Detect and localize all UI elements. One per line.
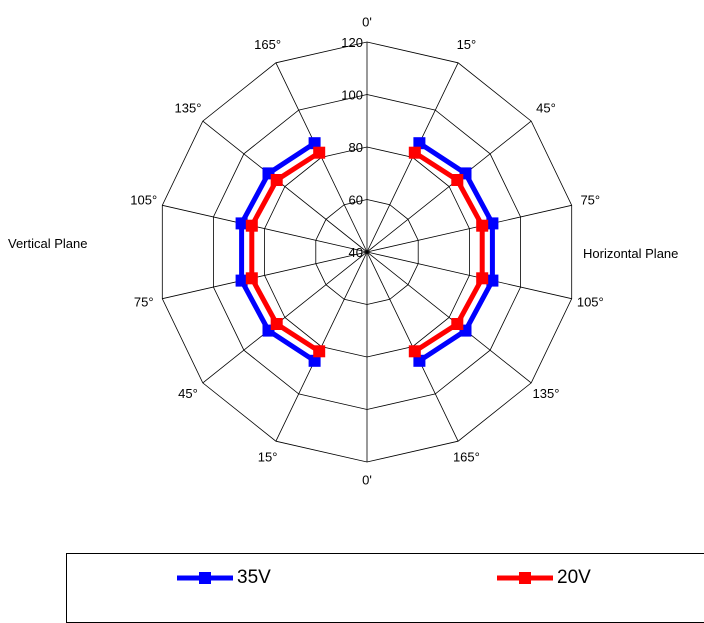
point-20v-9 <box>270 318 283 330</box>
vertical-plane-label: Vertical Plane <box>8 236 88 251</box>
point-35v-8 <box>308 354 321 367</box>
angle-label-13: 165° <box>254 37 281 52</box>
series-line-35v-0 <box>418 141 495 363</box>
radial-tick-120: 120 <box>341 35 363 50</box>
point-35v-13 <box>308 137 321 150</box>
angle-labels: 0' 15° 45° 75° 105° 135° 165° 0' 15° 45° 75° 105° 13… <box>130 14 603 487</box>
point-20v-11 <box>245 219 258 232</box>
legend-item-20v: 20V <box>495 566 591 590</box>
radial-tick-100: 100 <box>341 88 363 103</box>
point-35v-4 <box>486 274 499 287</box>
horizontal-plane-label: Horizontal Plane <box>583 246 678 261</box>
point-35v-11 <box>235 217 248 230</box>
angle-label-6: 165° <box>453 450 480 465</box>
point-20v-1 <box>408 146 421 159</box>
angle-label-3: 75° <box>580 192 600 207</box>
point-20v-10 <box>245 272 258 285</box>
point-20v-8 <box>313 345 326 358</box>
point-35v-1 <box>413 137 426 150</box>
grid-spoke-3 <box>366 204 572 253</box>
angle-label-12: 135° <box>175 101 202 116</box>
legend: 35V 20V <box>66 553 704 623</box>
radial-tick-40: 40 <box>349 245 363 260</box>
series-line-35v-1 <box>239 141 316 363</box>
angle-label-0: 0' <box>362 14 372 29</box>
radial-tick-60: 60 <box>349 193 363 208</box>
grid-spoke-5 <box>366 251 532 384</box>
angle-label-5: 135° <box>533 386 560 401</box>
radar-chart: 40 60 80 100 120 0' 15° 45° 75° 105° 135° 165° 0' 15… <box>8 14 678 487</box>
series-line-20v-0 <box>413 150 485 354</box>
point-35v-6 <box>413 354 426 367</box>
angle-label-8: 15° <box>258 450 278 465</box>
grid-spoke-2 <box>366 120 532 253</box>
point-20v-5 <box>451 318 464 330</box>
angle-label-1: 15° <box>457 37 477 52</box>
angle-label-11: 105° <box>130 192 157 207</box>
point-20v-6 <box>408 345 421 358</box>
radial-tick-80: 80 <box>349 140 363 155</box>
angle-label-9: 45° <box>178 386 198 401</box>
grid-spoke-4 <box>366 251 572 300</box>
legend-swatch-20v <box>497 572 553 584</box>
legend-swatch-35v <box>177 572 233 584</box>
angle-label-7: 0' <box>362 472 372 487</box>
grid-spoke-11 <box>162 204 368 253</box>
series-group <box>235 137 499 367</box>
legend-label-35v: 35V <box>237 567 271 588</box>
grid-spoke-12 <box>202 120 368 253</box>
angle-label-4: 105° <box>577 294 604 309</box>
radar-grid <box>161 41 573 463</box>
series-line-20v-1 <box>249 150 321 354</box>
grid-spoke-10 <box>162 251 368 300</box>
legend-label-20v: 20V <box>557 567 591 588</box>
point-20v-4 <box>476 272 489 285</box>
angle-label-10: 75° <box>134 294 154 309</box>
point-20v-2 <box>451 174 464 186</box>
point-35v-10 <box>235 274 248 287</box>
grid-spoke-9 <box>202 251 368 384</box>
point-20v-12 <box>270 174 283 186</box>
legend-item-35v: 35V <box>175 566 271 590</box>
legend-marker-20v <box>519 572 531 584</box>
angle-label-2: 45° <box>536 101 556 116</box>
point-35v-3 <box>486 217 499 230</box>
radial-tick-labels: 40 60 80 100 120 <box>341 35 363 260</box>
point-20v-13 <box>313 146 326 159</box>
point-20v-3 <box>476 219 489 232</box>
legend-marker-35v <box>199 572 211 584</box>
